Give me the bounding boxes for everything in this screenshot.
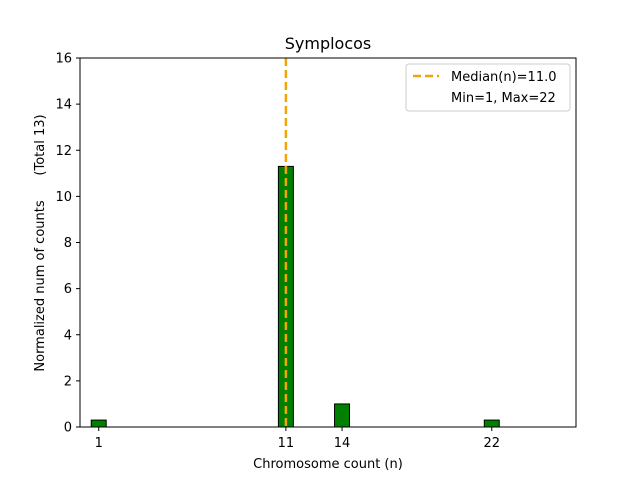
- bar-1: [90, 419, 107, 428]
- y-tick-label-4: 4: [64, 328, 72, 343]
- y-axis-label: Normalized num of counts (Total 13): [33, 114, 48, 371]
- y-tick-label-14: 14: [55, 98, 72, 113]
- bar-14: [334, 403, 351, 428]
- legend-box: [405, 63, 571, 112]
- y-tick-label-8: 8: [64, 236, 72, 251]
- y-tick-label-6: 6: [64, 282, 72, 297]
- legend-range-label: Min=1, Max=22: [451, 91, 556, 106]
- y-tick-label-10: 10: [55, 190, 72, 205]
- y-tick-label-12: 12: [55, 144, 72, 159]
- x-tick-label-22: 22: [484, 436, 501, 451]
- y-tick-label-0: 0: [64, 421, 72, 436]
- x-tick-label-1: 1: [95, 436, 103, 451]
- chart-title: Symplocos: [285, 34, 372, 53]
- legend: Median(n)=11.0 Min=1, Max=22: [405, 63, 571, 112]
- bar-22: [483, 419, 500, 428]
- x-axis-label: Chromosome count (n): [253, 457, 403, 472]
- y-tick-label-16: 16: [55, 52, 72, 67]
- x-tick-label-14: 14: [334, 436, 351, 451]
- y-tick-label-2: 2: [64, 374, 72, 389]
- legend-median-label: Median(n)=11.0: [451, 70, 557, 85]
- x-tick-label-11: 11: [278, 436, 295, 451]
- axes-frame: [79, 57, 577, 428]
